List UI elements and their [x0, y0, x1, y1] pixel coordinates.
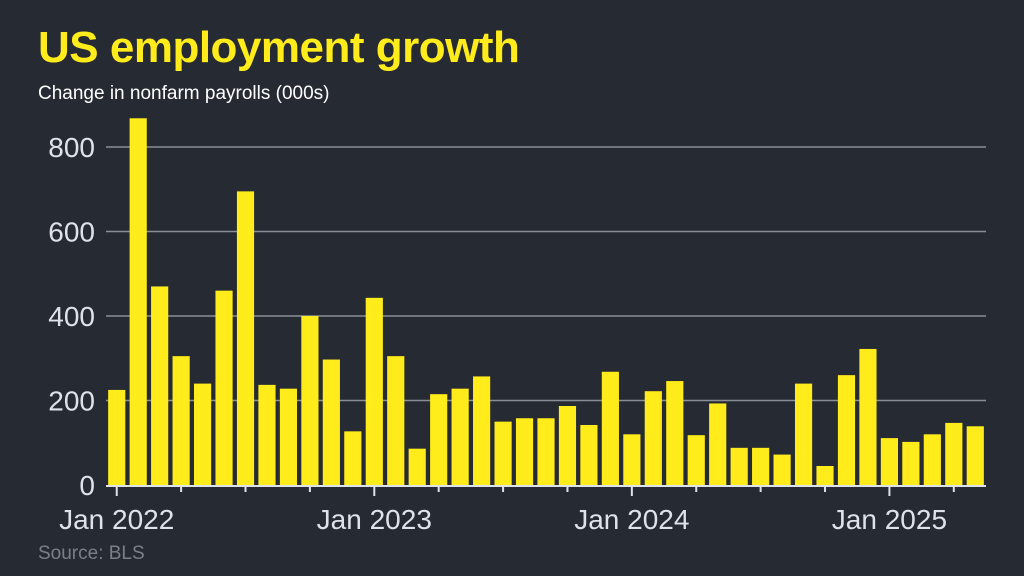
source-note: Source: BLS	[38, 543, 145, 564]
bar	[430, 394, 448, 485]
bar	[880, 438, 898, 485]
bar	[194, 383, 212, 485]
bar	[730, 447, 748, 485]
bar	[515, 418, 534, 485]
y-tick-label: 400	[48, 301, 95, 332]
y-tick-label: 600	[48, 217, 95, 248]
bar	[108, 389, 126, 485]
bar	[816, 465, 834, 485]
bar	[644, 391, 662, 485]
y-tick-label: 0	[79, 470, 95, 501]
bar	[387, 356, 405, 485]
bar	[215, 290, 233, 485]
x-tick-label: Jan 2023	[317, 504, 432, 535]
bar	[752, 447, 770, 485]
bar	[558, 405, 577, 485]
x-tick-label: Jan 2025	[832, 504, 947, 535]
bar	[301, 316, 319, 485]
bar	[473, 376, 491, 485]
bar	[172, 356, 190, 485]
bar	[923, 434, 941, 485]
bar	[344, 431, 362, 485]
bar	[279, 388, 298, 485]
bar	[623, 434, 641, 485]
bar	[537, 418, 555, 485]
bar	[236, 191, 255, 486]
chart-title: US employment growth	[38, 23, 520, 72]
bar	[666, 381, 684, 485]
bar	[258, 384, 276, 485]
x-tick-label: Jan 2024	[574, 504, 689, 535]
bar	[322, 359, 340, 485]
bar	[773, 454, 791, 485]
y-tick-label: 200	[48, 386, 95, 417]
chart-subtitle: Change in nonfarm payrolls (000s)	[38, 83, 330, 104]
x-tick-label: Jan 2022	[59, 504, 174, 535]
bar	[129, 118, 147, 486]
bar	[794, 383, 813, 485]
bar	[945, 422, 963, 485]
bar	[408, 448, 426, 485]
bar	[601, 371, 619, 485]
bar	[966, 426, 984, 485]
bar	[365, 297, 383, 485]
bar	[902, 441, 920, 485]
bar	[151, 286, 169, 485]
bar	[580, 425, 598, 485]
bar	[451, 388, 469, 485]
bar	[709, 403, 727, 485]
bar	[837, 375, 856, 485]
y-tick-label: 800	[48, 132, 95, 163]
bar	[494, 421, 512, 486]
bar	[687, 435, 705, 485]
bar	[859, 348, 877, 485]
